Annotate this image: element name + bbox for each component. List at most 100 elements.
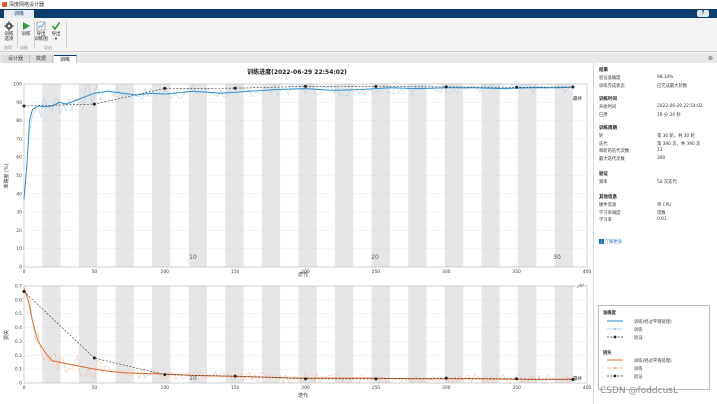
legend-accuracy-swatches [607, 320, 623, 339]
epoch-label-10: 10 [189, 254, 197, 261]
legend-acc-smoothed-label: 训练(经过平滑处理) [634, 320, 672, 325]
epoch-band [335, 286, 354, 383]
epoch-band [554, 286, 573, 383]
x-tick-label: 200 [301, 385, 310, 391]
y-tick-label: 50 [16, 173, 22, 179]
info-section-title: 结果 [599, 68, 608, 73]
x-tick-label: 0 [23, 385, 26, 391]
y-tick-label: 10 [16, 246, 22, 252]
epoch-band [518, 286, 537, 383]
tab-training[interactable]: 训练 [54, 55, 78, 64]
watermark: CSDN @foddcusL [600, 386, 678, 396]
validation-point [304, 84, 307, 88]
epoch-band [42, 286, 61, 383]
loss-ticks: 0 50 100 150 200 250 300 350 400 0 0.1 0.2 0.3 0.4 0.5… [15, 284, 592, 392]
legend-loss-title: 损失 [603, 351, 612, 356]
train-button[interactable]: 训练 [18, 21, 34, 37]
help-button[interactable]: ? [697, 10, 709, 17]
info-section-title: 训练周期 [599, 126, 617, 131]
export-button[interactable]: 导出 ▾ [48, 21, 64, 42]
legend-acc-train-label: 训练 [634, 328, 643, 333]
legend-accuracy-title: 准确度 [603, 311, 616, 316]
validation-line [23, 86, 573, 107]
info-value: 2022-06-29 22:54:02 [657, 104, 703, 109]
toolstrip-divider [66, 22, 67, 48]
info-value: 第 390 次，共 390 次 [657, 141, 701, 147]
epoch-band [298, 286, 317, 383]
training-progress-chart: 训练进度(2022-06-29 22:54:02) 0 50 100 150 200 25… [3, 68, 592, 399]
info-value: 13 [657, 148, 663, 153]
info-value: 98.34% [657, 75, 674, 80]
accuracy-xlabel: 迭代 [298, 271, 308, 278]
play-icon [23, 22, 30, 30]
info-key: 已用 [599, 112, 608, 118]
info-icon: i [599, 239, 604, 244]
epoch-band [78, 286, 98, 383]
legend-loss-val-marker [613, 374, 617, 378]
info-value: 单 CPU [657, 203, 672, 208]
epoch-label-30: 30 [553, 254, 561, 261]
info-section-title: 其他信息 [599, 195, 617, 200]
info-value: 常数 [657, 210, 666, 216]
y-tick-label: 20 [16, 228, 22, 234]
learn-more-link[interactable]: i 了解更多 [599, 239, 622, 245]
info-key: 频率 [599, 180, 608, 185]
group-label-export: 导出 [44, 45, 52, 50]
info-key: 学习率 [599, 218, 612, 223]
y-tick-label: 0.5 [15, 311, 22, 317]
x-tick-label: 150 [231, 269, 240, 275]
training-options-button[interactable]: 训练 选项 [1, 21, 17, 42]
legend-loss-val-label: 验证 [634, 375, 643, 380]
validation-line [23, 291, 573, 380]
tab-data[interactable]: 数据 [30, 55, 54, 63]
tab-designer[interactable]: 设计器 [2, 55, 31, 63]
group-label-train: 训练 [20, 45, 28, 50]
toolstrip [0, 18, 717, 52]
legend-acc-val-marker [613, 335, 617, 339]
info-key: 最大迭代次数 [599, 156, 625, 162]
legend-loss-smoothed-label: 训练(经过平滑处理) [634, 359, 672, 364]
info-key: 轮 [599, 134, 604, 139]
x-tick-label: 150 [231, 385, 240, 391]
legend-loss-train-marker [613, 366, 617, 370]
validation-point [92, 356, 96, 360]
info-key: 验证准确度 [599, 76, 621, 81]
ribbon-tab-train[interactable]: 训练 [4, 10, 34, 18]
expand-icon[interactable] [576, 283, 585, 289]
validation-point [374, 85, 378, 89]
loss-ylabel: 损失 [3, 330, 10, 340]
legend-acc-train-marker [613, 327, 617, 331]
learn-more-label: 了解更多 [605, 240, 623, 245]
training-smoothed-line [23, 288, 573, 381]
chart-legend: 准确度 训练(经过平滑处理) 训练 验证 损失 训练(经过平滑处理) 训练 验证 [598, 305, 710, 390]
validation-point [92, 102, 96, 106]
info-value: 390 [657, 155, 666, 161]
epoch-band [225, 286, 244, 383]
info-value: 50 次迭代 [657, 180, 677, 185]
info-key: 每轮的迭代次数 [599, 149, 630, 154]
epoch-band [481, 286, 500, 383]
chart-title: 训练进度(2022-06-29 22:54:02) [247, 68, 347, 76]
y-tick-label: 0 [19, 381, 22, 387]
validation-point [163, 373, 167, 377]
info-key: 训练完成状态 [599, 83, 625, 89]
legend-acc-val-label: 验证 [634, 336, 643, 341]
accuracy-ylabel: 准确度 (%) [3, 163, 10, 188]
info-key: 硬件资源 [599, 203, 617, 208]
x-tick-label: 250 [372, 385, 381, 391]
x-tick-label: 100 [160, 269, 169, 275]
export-plot-icon [36, 21, 46, 31]
close-icon[interactable]: ⊗ [708, 55, 714, 62]
epoch-bands-bottom [42, 286, 573, 383]
export-plot-label: 导出 训练图 [34, 32, 48, 42]
x-tick-label: 300 [442, 385, 451, 391]
legend-loss-swatches [607, 359, 623, 378]
validation-point [571, 378, 575, 382]
export-plot-button[interactable]: 导出 训练图 [33, 21, 49, 42]
toolstrip-divider [17, 22, 18, 48]
group-label-options: 选项 [4, 45, 12, 50]
info-value: 已完成最大轮数 [657, 83, 688, 89]
validation-point [515, 377, 519, 381]
epoch-band [188, 286, 207, 383]
train-label: 训练 [21, 32, 31, 37]
